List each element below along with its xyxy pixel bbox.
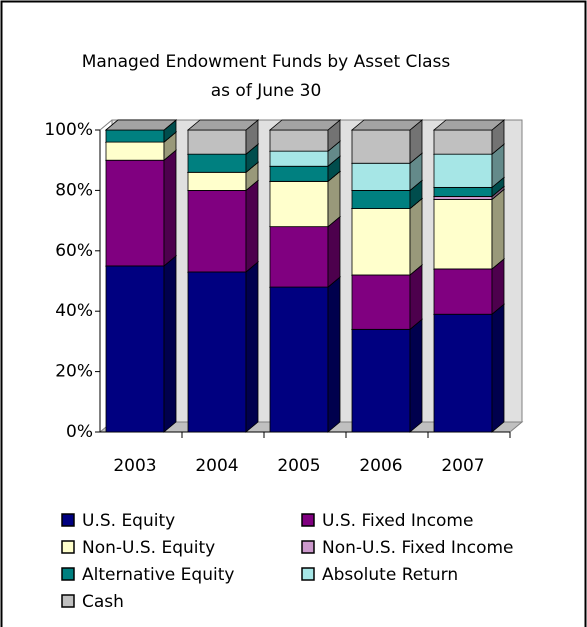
bar-front bbox=[433, 268, 493, 315]
bar-front bbox=[105, 129, 165, 143]
legend-label: Non-U.S. Fixed Income bbox=[322, 538, 513, 558]
bar-front bbox=[269, 226, 329, 288]
legend-label: U.S. Fixed Income bbox=[322, 511, 473, 531]
legend-swatch bbox=[301, 513, 315, 527]
bar-top bbox=[268, 119, 342, 131]
x-tick-label: 2005 bbox=[277, 456, 320, 476]
bar-front bbox=[433, 313, 493, 433]
bar-side bbox=[327, 276, 341, 433]
y-tick-label: 0% bbox=[66, 422, 93, 442]
bar-front bbox=[269, 150, 329, 167]
legend-swatch bbox=[61, 567, 75, 581]
legend-label: Alternative Equity bbox=[82, 565, 234, 585]
bar-front bbox=[351, 162, 411, 191]
legend-swatch bbox=[301, 567, 315, 581]
bar-front bbox=[187, 271, 247, 433]
bar-front bbox=[433, 186, 493, 197]
bar-front bbox=[351, 189, 411, 209]
bar-front bbox=[187, 129, 247, 155]
bar-top bbox=[104, 119, 178, 131]
bar-side bbox=[245, 179, 259, 273]
legend-label: U.S. Equity bbox=[82, 511, 175, 531]
bar-front bbox=[105, 265, 165, 433]
bar-front bbox=[105, 159, 165, 267]
bar-front bbox=[269, 129, 329, 152]
legend-label: Non-U.S. Equity bbox=[82, 538, 215, 558]
bar-front bbox=[433, 199, 493, 270]
legend-swatch bbox=[61, 513, 75, 527]
y-tick-label: 20% bbox=[55, 362, 93, 382]
bar-front bbox=[351, 328, 411, 433]
bar-side bbox=[163, 255, 177, 433]
x-tick-label: 2006 bbox=[359, 456, 402, 476]
y-tick-label: 100% bbox=[44, 120, 93, 140]
bar-side bbox=[245, 261, 259, 433]
bar-front bbox=[269, 286, 329, 433]
x-tick-label: 2003 bbox=[113, 456, 156, 476]
x-tick-label: 2007 bbox=[441, 456, 484, 476]
bar-side bbox=[409, 264, 423, 331]
y-tick-label: 80% bbox=[55, 180, 93, 200]
legend-label: Cash bbox=[82, 592, 124, 612]
bar-top bbox=[432, 119, 506, 131]
x-tick-label: 2004 bbox=[195, 456, 238, 476]
bar-front bbox=[187, 171, 247, 191]
legend-swatch bbox=[301, 540, 315, 554]
bar-front bbox=[269, 180, 329, 228]
bar-front bbox=[433, 129, 493, 155]
legend-swatch bbox=[61, 594, 75, 608]
bar-top bbox=[186, 119, 260, 131]
bar-front bbox=[351, 274, 411, 330]
bar-front bbox=[351, 129, 411, 164]
wall-edge bbox=[99, 119, 113, 131]
bar-top bbox=[350, 119, 424, 131]
legend-swatch bbox=[61, 540, 75, 554]
bar-side bbox=[327, 215, 341, 288]
bar-side bbox=[491, 303, 505, 433]
bar-side bbox=[409, 318, 423, 433]
bar-side bbox=[163, 149, 177, 267]
legend-label: Absolute Return bbox=[322, 565, 458, 585]
y-tick-label: 40% bbox=[55, 301, 93, 321]
bar-front bbox=[351, 208, 411, 276]
bar-front bbox=[187, 153, 247, 173]
bar-front bbox=[269, 165, 329, 182]
y-tick-label: 60% bbox=[55, 241, 93, 261]
bar-side bbox=[409, 197, 423, 276]
chart-title: Managed Endowment Funds by Asset Class bbox=[82, 52, 451, 72]
chart-subtitle: as of June 30 bbox=[211, 81, 322, 101]
bar-front bbox=[105, 141, 165, 161]
bar-front bbox=[433, 153, 493, 188]
bar-side bbox=[491, 188, 505, 270]
bar-front bbox=[187, 189, 247, 273]
bar-front bbox=[433, 196, 493, 200]
